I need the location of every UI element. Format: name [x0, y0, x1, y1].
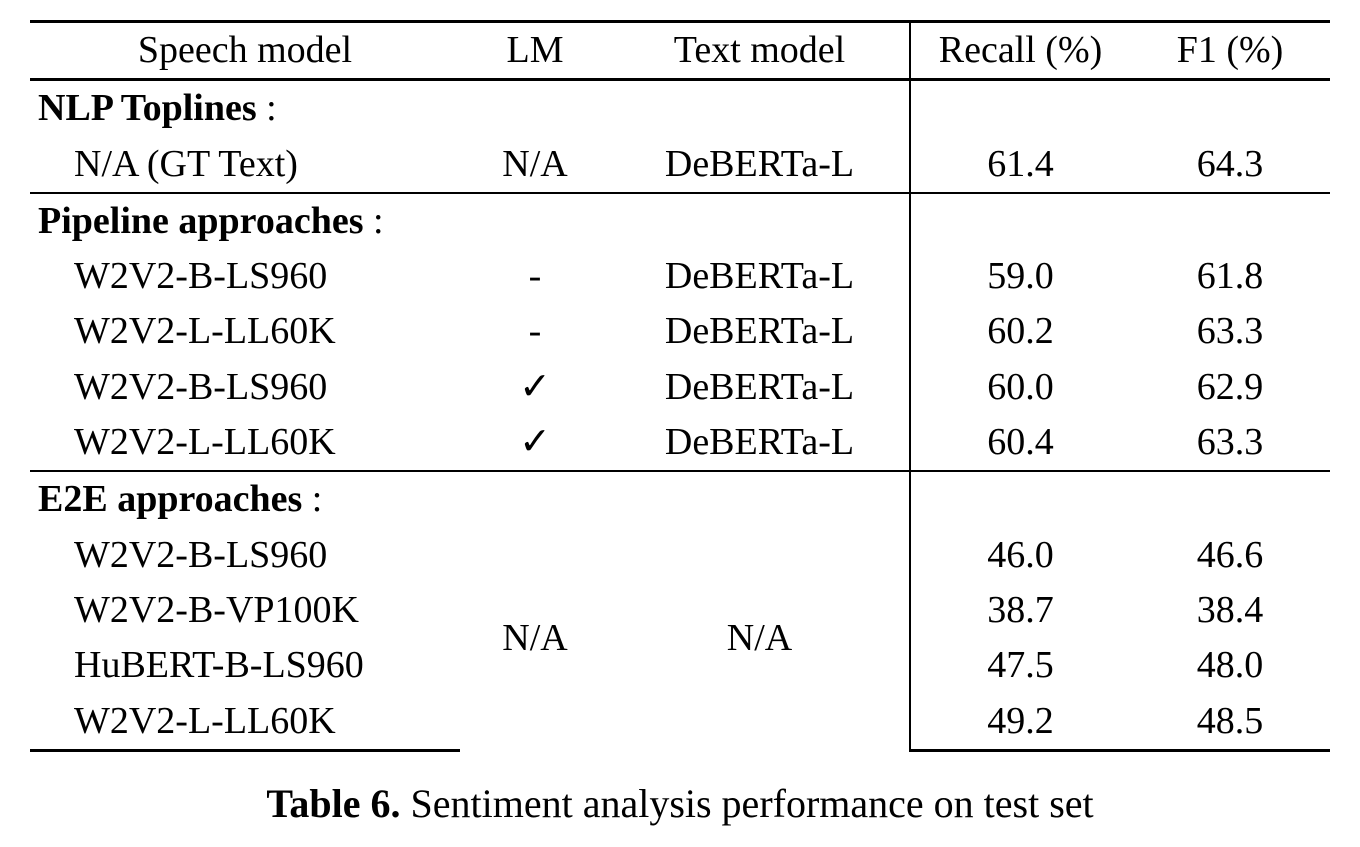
cell-f1: 61.8 [1130, 249, 1330, 304]
cell-recall: 60.0 [910, 360, 1130, 415]
cell-recall: 49.2 [910, 694, 1130, 751]
section-label: Pipeline approaches : [30, 193, 910, 249]
cell-lm: N/A [460, 137, 610, 193]
table-row: W2V2-B-LS960 ✓ DeBERTa-L 60.0 62.9 [30, 360, 1330, 415]
cell-speech: W2V2-L-LL60K [30, 415, 460, 471]
empty-cell [910, 80, 1130, 137]
empty-cell [1130, 471, 1330, 527]
cell-speech: N/A (GT Text) [30, 137, 460, 193]
cell-speech: W2V2-B-LS960 [30, 249, 460, 304]
section-label-text: Pipeline approaches [38, 200, 364, 242]
cell-speech: W2V2-L-LL60K [30, 304, 460, 359]
cell-text: DeBERTa-L [610, 249, 910, 304]
caption-label: Table 6. [266, 781, 400, 826]
cell-text-merged: N/A [610, 528, 910, 751]
cell-f1: 63.3 [1130, 304, 1330, 359]
cell-f1: 64.3 [1130, 137, 1330, 193]
cell-speech: W2V2-L-LL60K [30, 694, 460, 751]
empty-cell [1130, 193, 1330, 249]
cell-text: DeBERTa-L [610, 137, 910, 193]
section-colon: : [364, 200, 384, 242]
cell-lm: ✓ [460, 360, 610, 415]
empty-cell [910, 193, 1130, 249]
cell-recall: 59.0 [910, 249, 1130, 304]
table-row: W2V2-B-LS960 N/A N/A 46.0 46.6 [30, 528, 1330, 583]
empty-cell [910, 471, 1130, 527]
section-header-nlp: NLP Toplines : [30, 80, 1330, 137]
section-colon: : [257, 87, 277, 129]
section-header-pipeline: Pipeline approaches : [30, 193, 1330, 249]
caption-text: Sentiment analysis performance on test s… [400, 781, 1093, 826]
table-caption: Table 6. Sentiment analysis performance … [30, 780, 1330, 827]
cell-lm: - [460, 249, 610, 304]
cell-f1: 63.3 [1130, 415, 1330, 471]
section-label-text: NLP Toplines [38, 87, 257, 129]
cell-recall: 46.0 [910, 528, 1130, 583]
cell-f1: 62.9 [1130, 360, 1330, 415]
cell-recall: 60.4 [910, 415, 1130, 471]
col-header-recall: Recall (%) [910, 22, 1130, 80]
cell-speech: W2V2-B-LS960 [30, 528, 460, 583]
cell-speech: HuBERT-B-LS960 [30, 638, 460, 693]
table-row: W2V2-L-LL60K - DeBERTa-L 60.2 63.3 [30, 304, 1330, 359]
table-row: N/A (GT Text) N/A DeBERTa-L 61.4 64.3 [30, 137, 1330, 193]
cell-text: DeBERTa-L [610, 360, 910, 415]
cell-recall: 60.2 [910, 304, 1130, 359]
cell-speech: W2V2-B-VP100K [30, 583, 460, 638]
section-colon: : [302, 478, 322, 520]
empty-cell [1130, 80, 1330, 137]
col-header-f1: F1 (%) [1130, 22, 1330, 80]
cell-speech: W2V2-B-LS960 [30, 360, 460, 415]
col-header-speech: Speech model [30, 22, 460, 80]
table-row: W2V2-L-LL60K ✓ DeBERTa-L 60.4 63.3 [30, 415, 1330, 471]
cell-lm: ✓ [460, 415, 610, 471]
results-table-container: Speech model LM Text model Recall (%) F1… [30, 20, 1330, 827]
cell-text: DeBERTa-L [610, 304, 910, 359]
cell-recall: 38.7 [910, 583, 1130, 638]
table-header-row: Speech model LM Text model Recall (%) F1… [30, 22, 1330, 80]
section-header-e2e: E2E approaches : [30, 471, 1330, 527]
col-header-text: Text model [610, 22, 910, 80]
section-label-text: E2E approaches [38, 478, 302, 520]
cell-text: DeBERTa-L [610, 415, 910, 471]
cell-f1: 46.6 [1130, 528, 1330, 583]
results-table: Speech model LM Text model Recall (%) F1… [30, 20, 1330, 752]
col-header-lm: LM [460, 22, 610, 80]
section-label: E2E approaches : [30, 471, 910, 527]
section-label: NLP Toplines : [30, 80, 910, 137]
cell-f1: 38.4 [1130, 583, 1330, 638]
table-row: W2V2-B-LS960 - DeBERTa-L 59.0 61.8 [30, 249, 1330, 304]
cell-lm-merged: N/A [460, 528, 610, 751]
cell-f1: 48.5 [1130, 694, 1330, 751]
cell-recall: 61.4 [910, 137, 1130, 193]
cell-recall: 47.5 [910, 638, 1130, 693]
cell-f1: 48.0 [1130, 638, 1330, 693]
cell-lm: - [460, 304, 610, 359]
